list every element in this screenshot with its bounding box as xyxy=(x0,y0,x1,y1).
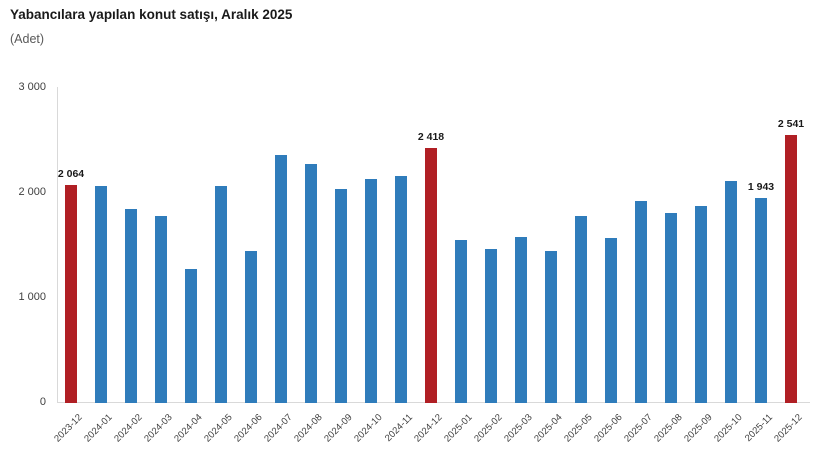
bar-2024-10 xyxy=(365,179,377,403)
x-tick-2025-04: 2025-04 xyxy=(532,412,565,445)
bar-2024-11 xyxy=(395,176,407,403)
bar-2025-03 xyxy=(515,237,527,403)
x-tick-2025-11: 2025-11 xyxy=(742,412,775,444)
x-tick-2025-09: 2025-09 xyxy=(682,412,715,445)
x-tick-2025-12: 2025-12 xyxy=(772,412,805,445)
x-tick-2024-11: 2024-11 xyxy=(382,412,415,444)
bar-2023-12 xyxy=(65,185,77,403)
bar-2025-05 xyxy=(575,216,587,403)
bar-2024-06 xyxy=(245,251,257,403)
x-tick-2024-01: 2024-01 xyxy=(82,412,115,445)
x-tick-2024-02: 2024-02 xyxy=(112,412,145,445)
x-tick-2025-03: 2025-03 xyxy=(502,412,535,445)
bar-2024-09 xyxy=(335,189,347,403)
bar-2024-04 xyxy=(185,269,197,403)
x-tick-2025-01: 2025-01 xyxy=(442,412,475,445)
x-tick-2025-02: 2025-02 xyxy=(472,412,505,445)
y-tick-0: 0 xyxy=(39,395,46,408)
bar-2025-10 xyxy=(725,181,737,403)
x-tick-2024-08: 2024-08 xyxy=(292,412,325,445)
y-tick-3000: 3 000 xyxy=(18,80,46,93)
x-tick-2024-03: 2024-03 xyxy=(142,412,175,445)
x-tick-2024-06: 2024-06 xyxy=(232,412,265,445)
bar-2024-05 xyxy=(215,186,227,403)
bar-2024-07 xyxy=(275,155,287,403)
chart-title: Yabancılara yapılan konut satışı, Aralık… xyxy=(10,7,293,22)
bar-2025-08 xyxy=(665,213,677,403)
bar-2024-12 xyxy=(425,148,437,403)
x-tick-2025-08: 2025-08 xyxy=(652,412,685,445)
x-tick-2024-10: 2024-10 xyxy=(352,412,385,445)
bar-2024-01 xyxy=(95,186,107,403)
bar-2024-02 xyxy=(125,209,137,403)
bar-2025-01 xyxy=(455,240,467,403)
chart-unit-label: (Adet) xyxy=(10,32,45,46)
y-tick-2000: 2 000 xyxy=(18,185,46,198)
x-tick-2024-09: 2024-09 xyxy=(322,412,355,445)
bar-2024-08 xyxy=(305,164,317,403)
value-label-2023-12: 2 064 xyxy=(57,168,85,181)
x-tick-2024-05: 2024-05 xyxy=(202,412,235,445)
bar-2025-06 xyxy=(605,238,617,403)
x-tick-2025-10: 2025-10 xyxy=(712,412,745,445)
y-tick-1000: 1 000 xyxy=(18,290,46,303)
x-tick-2025-05: 2025-05 xyxy=(562,412,595,445)
bar-2025-12 xyxy=(785,135,797,403)
x-tick-2024-07: 2024-07 xyxy=(262,412,295,445)
bar-2025-09 xyxy=(695,206,707,403)
value-label-2025-11: 1 943 xyxy=(747,180,775,193)
x-tick-2024-12: 2024-12 xyxy=(412,412,445,445)
x-tick-2025-07: 2025-07 xyxy=(622,412,655,445)
bar-2025-11 xyxy=(755,198,767,403)
bar-2025-02 xyxy=(485,249,497,403)
bar-2024-03 xyxy=(155,216,167,403)
bar-2025-04 xyxy=(545,251,557,403)
y-axis-line xyxy=(57,87,58,403)
x-tick-2023-12: 2023-12 xyxy=(52,412,85,445)
x-tick-2024-04: 2024-04 xyxy=(172,412,205,445)
value-label-2024-12: 2 418 xyxy=(417,131,445,144)
bar-2025-07 xyxy=(635,201,647,403)
value-label-2025-12: 2 541 xyxy=(777,118,805,131)
x-tick-2025-06: 2025-06 xyxy=(592,412,625,445)
